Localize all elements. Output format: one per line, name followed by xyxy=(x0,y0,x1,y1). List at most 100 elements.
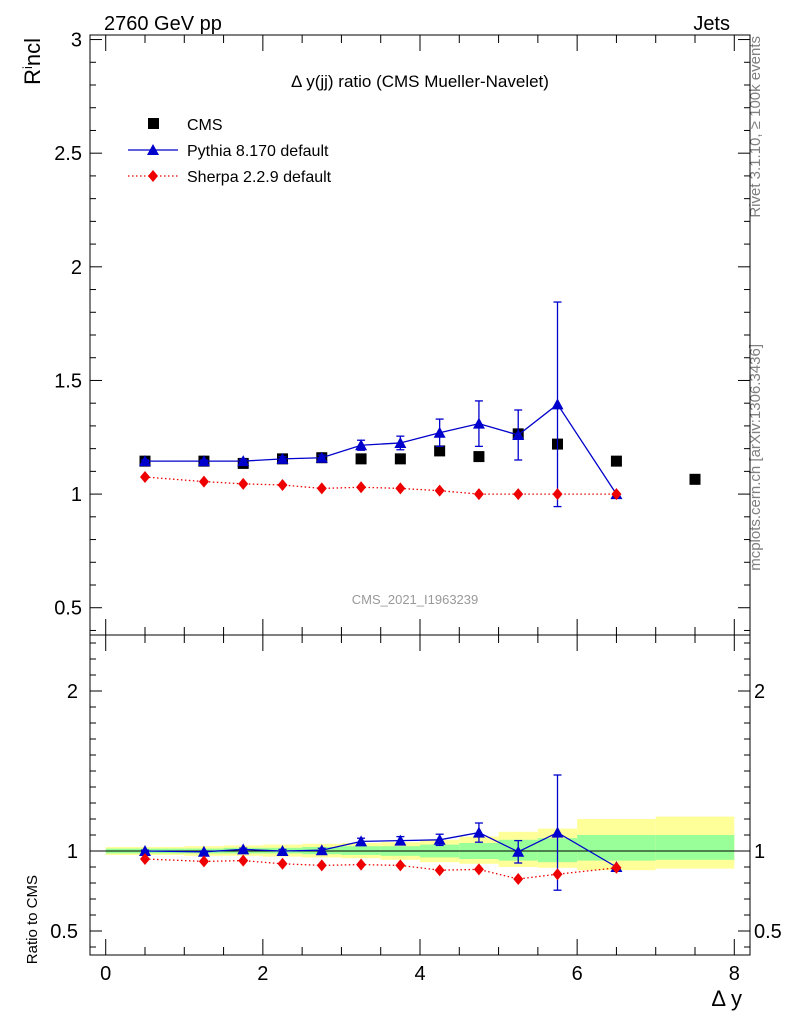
main-point-pythia-8-170-default xyxy=(197,455,210,467)
legend-label-cms: CMS xyxy=(187,117,223,134)
main-series-sherpa-2-2-9-default xyxy=(140,471,622,501)
main-point-sherpa-2-2-9-default xyxy=(552,488,563,501)
ratio-point-pythia-8-170-default xyxy=(512,845,525,857)
ratio-uncertainty-bands xyxy=(90,816,750,871)
ratio-point-sherpa-2-2-9-default xyxy=(552,868,563,881)
ratio-point-pythia-8-170-default xyxy=(237,843,250,855)
ratio-point-sherpa-2-2-9-default xyxy=(473,863,484,876)
ratio-point-pythia-8-170-default xyxy=(433,833,446,845)
ratio-y-tick-label-right: 2 xyxy=(754,681,765,703)
main-point-cms xyxy=(473,451,485,463)
main-y-tick-label: 0.5 xyxy=(54,598,82,620)
main-point-sherpa-2-2-9-default xyxy=(473,488,484,501)
main-point-pythia-8-170-default xyxy=(276,452,289,464)
main-y-tick-label: 3 xyxy=(71,30,82,52)
side-label-top: Rivet 3.1.10, ≥ 100k events xyxy=(747,36,764,218)
ratio-point-pythia-8-170-default xyxy=(472,826,485,838)
ratio-series-line-pythia-8-170-default xyxy=(144,831,617,868)
main-point-pythia-8-170-default xyxy=(512,429,525,440)
main-point-sherpa-2-2-9-default xyxy=(356,481,367,494)
ratio-y-tick-label-right: 0.5 xyxy=(754,921,782,943)
ratio-point-sherpa-2-2-9-default xyxy=(356,858,367,871)
main-series-layer xyxy=(139,301,701,508)
main-point-pythia-8-170-default xyxy=(237,455,250,467)
main-x-axis xyxy=(105,35,735,635)
main-point-pythia-8-170-default xyxy=(394,436,407,448)
ratio-point-sherpa-2-2-9-default xyxy=(395,859,406,872)
main-point-cms xyxy=(434,445,446,457)
ratio-point-pythia-8-170-default xyxy=(394,834,407,846)
ratio-y-tick-label-right: 1 xyxy=(754,841,765,863)
main-point-cms xyxy=(689,473,701,485)
main-point-pythia-8-170-default xyxy=(551,398,564,410)
main-point-pythia-8-170-default xyxy=(472,417,485,429)
main-series-cms xyxy=(139,428,701,485)
main-point-cms xyxy=(610,455,622,467)
legend-marker-triangle xyxy=(147,144,159,155)
ratio-point-sherpa-2-2-9-default xyxy=(198,855,209,868)
main-point-pythia-8-170-default xyxy=(139,455,151,467)
ratio-y-tick-label: 0.5 xyxy=(50,921,78,943)
legend-marker-square xyxy=(148,118,159,129)
ratio-panel: 0.5 0.5 1 1 2 2 0 2 4 6 8 Ratio to CMS Δ y xyxy=(24,634,782,1011)
legend-label-sherpa: Sherpa 2.2.9 default xyxy=(187,169,332,186)
x-tick-label: 6 xyxy=(572,963,583,985)
ratio-y-tick-label: 2 xyxy=(67,681,78,703)
main-point-sherpa-2-2-9-default xyxy=(395,482,406,495)
main-point-pythia-8-170-default xyxy=(355,439,368,451)
main-point-sherpa-2-2-9-default xyxy=(140,471,150,484)
ratio-point-sherpa-2-2-9-default xyxy=(611,861,622,874)
ratio-point-pythia-8-170-default xyxy=(197,845,210,857)
legend-item-cms: CMS xyxy=(148,117,223,134)
ratio-point-sherpa-2-2-9-default xyxy=(513,873,524,885)
legend: CMS Pythia 8.170 default Sherpa 2.2.9 de… xyxy=(128,117,332,186)
ratio-y-tick-label: 1 xyxy=(67,841,78,863)
ratio-plot-frame xyxy=(89,634,751,956)
main-panel: 0.5 1 1.5 2 2.5 3 Rincl Δ y(jj) ratio (CMS Mu… xyxy=(20,30,751,636)
main-point-sherpa-2-2-9-default xyxy=(238,477,249,490)
main-point-cms xyxy=(355,453,367,465)
x-tick-label: 0 xyxy=(100,963,111,985)
ratio-series-pythia-8-170-default xyxy=(139,774,623,891)
x-axis-label: Δ y xyxy=(711,986,742,1011)
main-point-sherpa-2-2-9-default xyxy=(611,488,622,501)
ratio-point-pythia-8-170-default xyxy=(276,845,289,856)
ratio-point-pythia-8-170-default xyxy=(315,844,328,856)
ratio-y-axis: 0.5 0.5 1 1 2 2 xyxy=(50,642,782,948)
ratio-point-sherpa-2-2-9-default xyxy=(434,864,445,877)
main-point-cms xyxy=(394,453,406,465)
legend-label-pythia: Pythia 8.170 default xyxy=(187,143,329,160)
main-point-sherpa-2-2-9-default xyxy=(316,482,327,495)
main-y-tick-label: 1 xyxy=(71,484,82,506)
header-right: Jets xyxy=(693,13,730,35)
main-y-tick-label: 1.5 xyxy=(54,370,82,392)
main-series-pythia-8-170-default xyxy=(139,301,623,508)
ratio-point-sherpa-2-2-9-default xyxy=(140,853,150,865)
main-title: Δ y(jj) ratio (CMS Mueller-Navelet) xyxy=(291,72,549,91)
side-label-bottom: mcplots.cern.ch [arXiv:1306.3436] xyxy=(747,344,764,571)
main-y-tick-label: 2 xyxy=(71,257,82,279)
uncertainty-band-inner xyxy=(577,835,656,861)
main-point-sherpa-2-2-9-default xyxy=(198,475,209,488)
legend-item-sherpa: Sherpa 2.2.9 default xyxy=(128,169,332,186)
main-watermark: CMS_2021_I1963239 xyxy=(352,592,479,607)
ratio-x-axis: 0 2 4 6 8 xyxy=(100,635,740,985)
ratio-point-sherpa-2-2-9-default xyxy=(316,859,327,872)
ratio-series-layer xyxy=(139,774,623,891)
x-tick-label: 4 xyxy=(414,963,425,985)
main-point-pythia-8-170-default xyxy=(433,426,446,438)
ratio-point-sherpa-2-2-9-default xyxy=(277,857,288,870)
main-y-axis: 0.5 1 1.5 2 2.5 3 xyxy=(54,30,750,631)
main-point-sherpa-2-2-9-default xyxy=(434,484,445,497)
ratio-y-axis-label: Ratio to CMS xyxy=(24,875,41,964)
ratio-point-sherpa-2-2-9-default xyxy=(238,854,249,867)
ratio-series-sherpa-2-2-9-default xyxy=(140,853,622,885)
legend-item-pythia: Pythia 8.170 default xyxy=(128,143,329,160)
main-series-line-sherpa-2-2-9-default xyxy=(144,476,617,495)
main-point-sherpa-2-2-9-default xyxy=(277,479,288,491)
ratio-point-pythia-8-170-default xyxy=(355,835,368,847)
ratio-point-pythia-8-170-default xyxy=(551,826,564,838)
ratio-point-pythia-8-170-default xyxy=(139,845,151,856)
main-y-tick-label: 2.5 xyxy=(54,143,82,165)
